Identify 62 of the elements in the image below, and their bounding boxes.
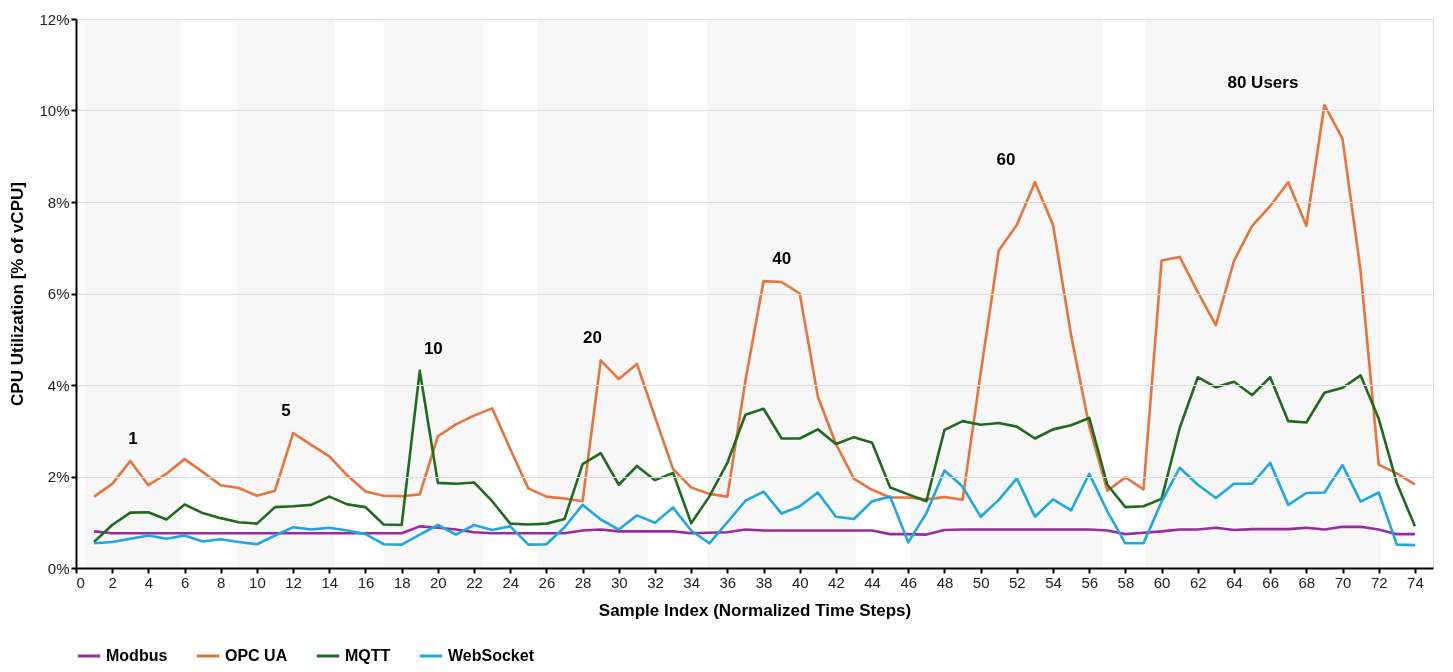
y-tick-label: 12%: [39, 10, 70, 28]
x-tick-label: 66: [1262, 573, 1279, 591]
x-tick-label: 28: [574, 573, 592, 591]
x-tick-label: 34: [683, 573, 701, 591]
line-series: [92, 369, 1417, 544]
x-tick-label: 60: [1153, 573, 1171, 591]
y-axis-title: CPU Utilization [% of vCPU]: [8, 182, 28, 406]
band-label: 1: [128, 428, 138, 448]
x-tick-label: 14: [321, 573, 339, 591]
x-tick-label: 2: [108, 573, 117, 591]
x-tick-label: 18: [393, 573, 411, 591]
x-tick-label: 74: [1407, 573, 1424, 591]
x-tick-label: 30: [610, 573, 628, 591]
x-tick-label: 52: [1009, 573, 1026, 591]
x-tick-label: 16: [357, 573, 375, 591]
x-tick-label: 24: [502, 573, 520, 591]
x-tick-label: 40: [791, 573, 809, 591]
legend-label: WebSocket: [448, 647, 535, 664]
y-tick-label: 10%: [39, 102, 70, 119]
x-tick-label: 32: [647, 573, 664, 591]
x-tick-label: 58: [1117, 573, 1135, 591]
x-tick-label: 64: [1226, 573, 1243, 591]
x-tick-label: 36: [719, 573, 737, 591]
x-tick-label: 4: [144, 573, 154, 591]
x-tick-label: 38: [755, 573, 773, 591]
y-tick-label: 2%: [47, 468, 70, 485]
x-tick-label: 50: [972, 573, 990, 591]
x-tick-label: 12: [285, 573, 302, 591]
x-axis-title: Sample Index (Normalized Time Steps): [598, 600, 912, 620]
band-label: 40: [772, 249, 792, 269]
x-tick-label: 54: [1045, 573, 1062, 591]
x-tick-label: 26: [538, 573, 556, 591]
x-tick-label: 44: [864, 573, 881, 591]
y-tick-label: 0%: [47, 559, 70, 577]
legend-label: MQTT: [345, 647, 391, 664]
x-tick-label: 20: [430, 573, 447, 591]
x-tick-label: 22: [466, 573, 483, 591]
y-tick-label: 6%: [47, 285, 70, 302]
x-tick-label: 62: [1189, 573, 1207, 591]
y-tick-label: 4%: [47, 376, 70, 394]
x-tick-label: 46: [900, 573, 918, 591]
band-label: 20: [583, 328, 603, 348]
x-tick-label: 6: [180, 573, 190, 591]
x-tick-label: 48: [936, 573, 954, 591]
x-tick-label: 0: [76, 573, 85, 591]
x-tick-label: 70: [1334, 573, 1352, 591]
x-tick-label: 56: [1081, 573, 1099, 591]
x-tick-label: 42: [828, 573, 845, 591]
band-label: 10: [423, 338, 443, 358]
band-label: 5: [281, 401, 291, 421]
x-tick-label: 10: [249, 573, 266, 591]
line-series: [92, 461, 1417, 547]
band-label: 80 Users: [1227, 73, 1299, 93]
legend-label: OPC UA: [225, 647, 288, 664]
x-tick-label: 68: [1298, 573, 1316, 591]
x-tick-label: 8: [217, 573, 226, 591]
band-label: 60: [996, 150, 1016, 170]
line-series: [92, 103, 1417, 503]
legend-label: Modbus: [106, 647, 168, 664]
x-tick-label: 72: [1370, 573, 1388, 591]
y-tick-label: 8%: [47, 193, 70, 211]
line-series: [92, 525, 1417, 536]
